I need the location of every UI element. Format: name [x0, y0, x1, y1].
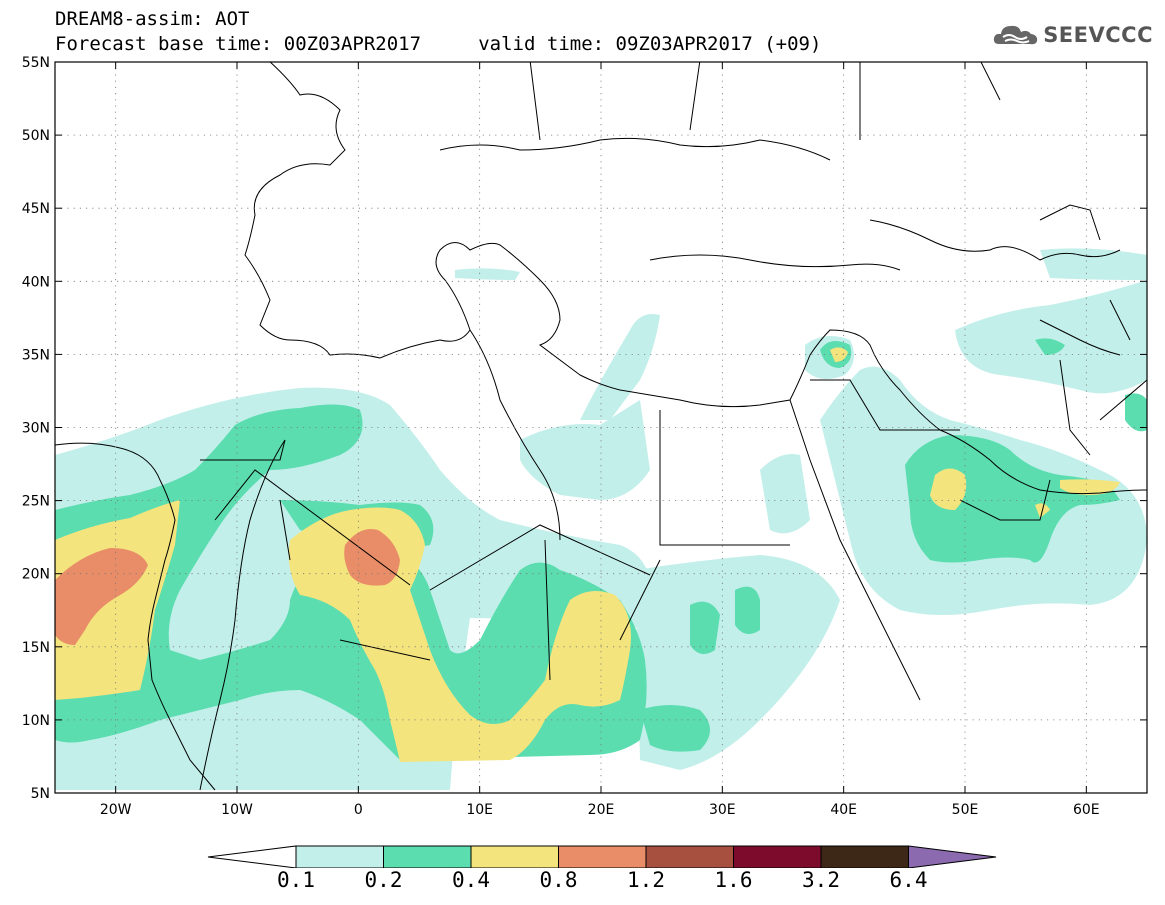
lat-tick-label: 55N: [22, 55, 50, 71]
lon-tick-label: 40E: [830, 802, 857, 818]
map-title: DREAM8-assim: AOT: [55, 8, 250, 30]
lat-tick-label: 45N: [22, 201, 50, 217]
colorbar: [207, 845, 997, 868]
aot-map: 55N 50N 45N 40N 35N 30N 25N 20N 15N 10N 5N 20W 10W 0…: [22, 55, 1148, 818]
lat-tick-label: 10N: [22, 713, 50, 729]
axis-ticks: [55, 61, 1147, 794]
colorbar-box: [645, 845, 734, 868]
lon-tick-label: 10W: [221, 802, 253, 818]
colorbar-over-arrow: [908, 845, 997, 868]
graticule: [55, 62, 1147, 793]
colorbar-under-arrow: [207, 845, 297, 868]
lon-tick-label: 10E: [466, 802, 493, 818]
lon-tick-label: 20W: [100, 802, 132, 818]
colorbar-label: 0.1: [277, 868, 315, 892]
colorbar-label: 6.4: [889, 868, 928, 892]
longitude-labels: 20W 10W 0 10E 20E 30E 40E 50E 60E: [100, 802, 1100, 818]
lat-tick-label: 5N: [31, 786, 50, 802]
lon-tick-label: 0: [354, 802, 363, 818]
forecast-time-line: Forecast base time: 00Z03APR2017 valid t…: [55, 33, 822, 55]
cloud-icon: [994, 25, 1038, 45]
lon-tick-label: 30E: [709, 802, 736, 818]
colorbar-box: [558, 845, 647, 868]
lat-tick-label: 50N: [22, 128, 50, 144]
lat-tick-label: 15N: [22, 640, 50, 656]
aot-field: [55, 248, 1147, 790]
lat-tick-label: 35N: [22, 347, 50, 363]
latitude-labels: 55N 50N 45N 40N 35N 30N 25N 20N 15N 10N 5N: [22, 55, 50, 802]
colorbar-label: 0.4: [452, 868, 490, 892]
colorbar-label: 1.6: [714, 868, 753, 892]
colorbar-boxes: [207, 845, 997, 868]
colorbar-box: [470, 845, 559, 868]
coastlines: [55, 62, 1147, 791]
colorbar-box: [295, 845, 384, 868]
lat-tick-label: 20N: [22, 567, 50, 583]
colorbar-box: [383, 845, 472, 868]
lat-tick-label: 30N: [22, 421, 50, 437]
colorbar-box: [820, 845, 909, 868]
seevccc-logo: SEEVCCC: [993, 22, 1153, 48]
lon-tick-label: 20E: [588, 802, 615, 818]
logo-text: SEEVCCC: [1043, 23, 1153, 47]
colorbar-label: 0.2: [364, 868, 403, 892]
colorbar-label: 1.2: [627, 868, 665, 892]
colorbar-box: [733, 845, 822, 868]
lat-tick-label: 40N: [22, 274, 50, 290]
lon-tick-label: 50E: [952, 802, 979, 818]
lon-tick-label: 60E: [1073, 802, 1100, 818]
colorbar-label: 3.2: [802, 868, 840, 892]
colorbar-label: 0.8: [539, 868, 578, 892]
lat-tick-label: 25N: [22, 494, 50, 510]
